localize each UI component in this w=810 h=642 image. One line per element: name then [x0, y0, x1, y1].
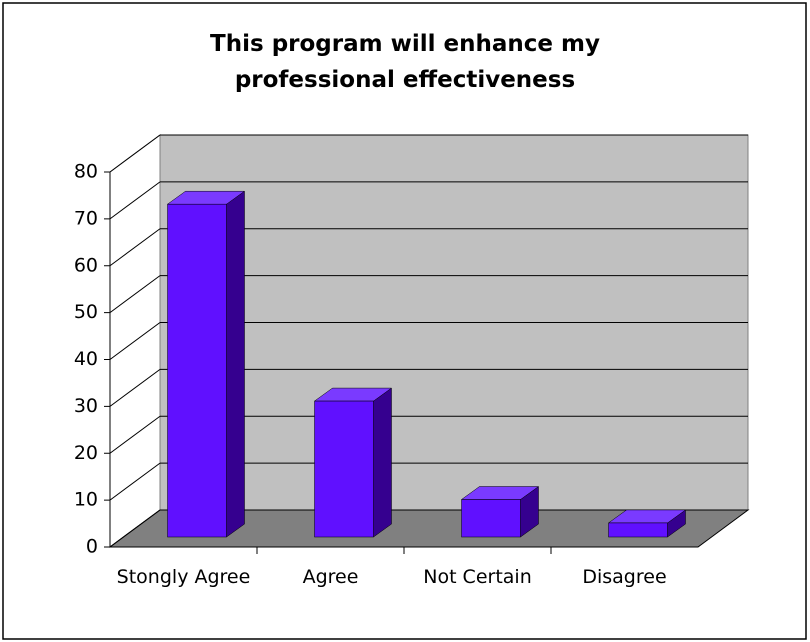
y-tick-label: 10 — [74, 489, 98, 511]
bar — [314, 400, 374, 538]
bar — [461, 499, 521, 538]
x-tick-label: Stongly Agree — [116, 566, 251, 588]
grid-line — [109, 322, 161, 360]
x-tick-label: Not Certain — [423, 566, 532, 588]
grid-line — [109, 368, 161, 407]
grid-line — [109, 228, 161, 267]
y-tick-label: 60 — [74, 254, 98, 276]
y-tick-label: 30 — [74, 395, 98, 417]
y-tick-label: 50 — [74, 301, 98, 323]
bar — [167, 203, 227, 538]
grid-line — [109, 181, 161, 220]
y-tick-label: 80 — [74, 161, 98, 183]
y-tick-label: 20 — [74, 442, 98, 464]
grid-line — [109, 509, 161, 548]
y-tick-label: 70 — [74, 207, 98, 229]
grid-line — [109, 415, 161, 454]
bar-side — [226, 190, 245, 538]
y-tick-label: 0 — [86, 536, 98, 558]
y-tick-label: 40 — [74, 348, 98, 370]
grid-line — [109, 462, 161, 501]
x-tick-label: Disagree — [582, 566, 667, 588]
chart-title: This program will enhance my professiona… — [210, 31, 600, 93]
grid-line — [109, 275, 161, 314]
x-tick-label: Agree — [302, 566, 359, 588]
grid-line — [109, 134, 161, 173]
bar-side — [373, 387, 392, 538]
bar — [608, 522, 668, 538]
